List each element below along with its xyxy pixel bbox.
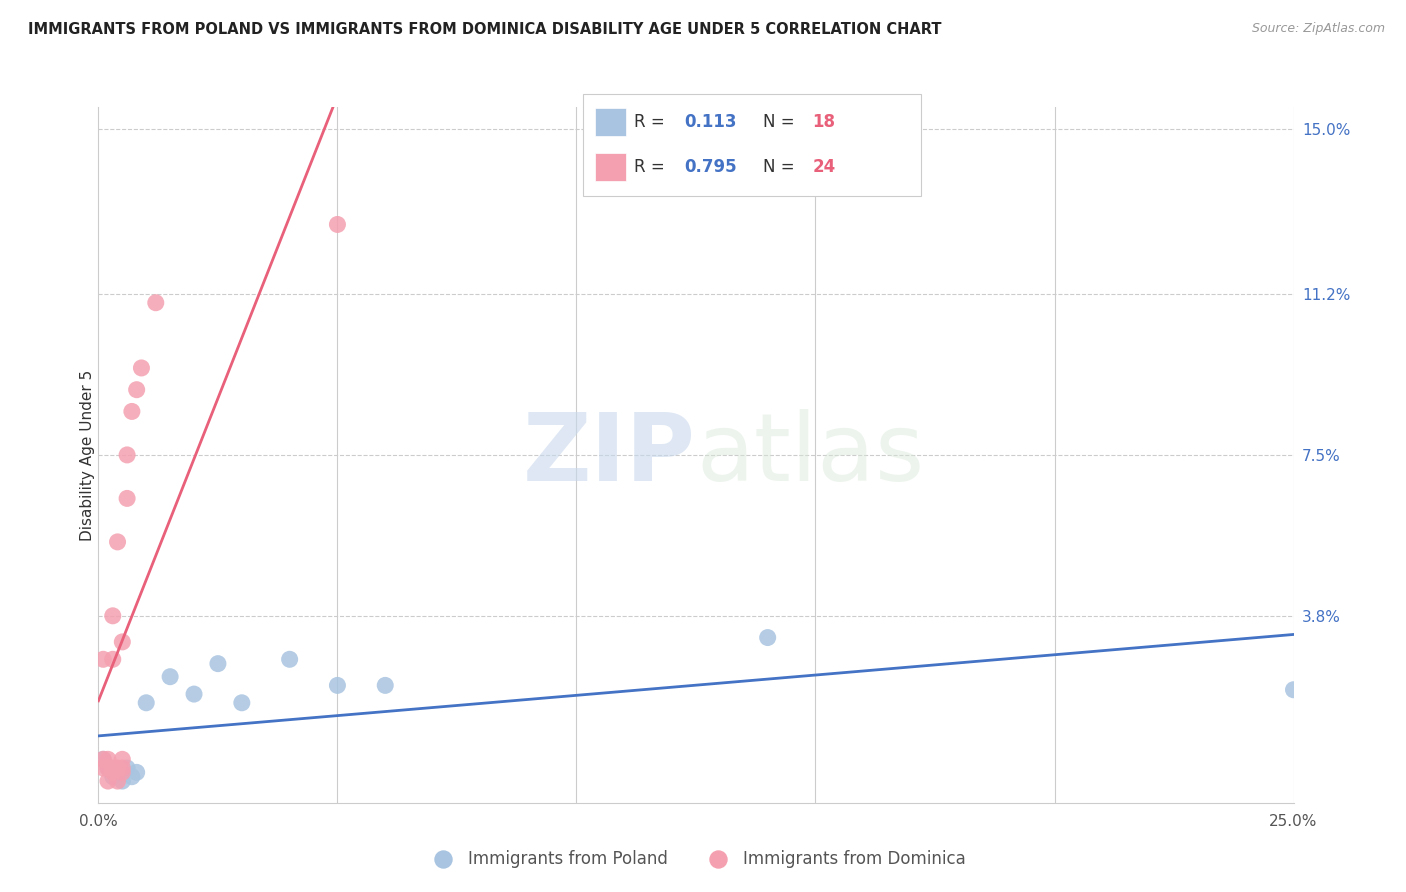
Point [231,696,253,710]
Text: N =: N = [763,113,800,131]
Point [107,534,129,549]
Point [91,652,114,666]
Text: IMMIGRANTS FROM POLAND VS IMMIGRANTS FROM DOMINICA DISABILITY AGE UNDER 5 CORREL: IMMIGRANTS FROM POLAND VS IMMIGRANTS FRO… [28,22,942,37]
Point [101,765,124,780]
Point [115,491,138,506]
Point [159,670,181,684]
Point [145,295,167,310]
Text: R =: R = [634,158,671,176]
Point [97,761,120,775]
Text: 18: 18 [813,113,835,131]
Point [111,761,134,775]
Point [111,774,134,789]
Point [91,761,114,775]
Text: N =: N = [763,158,800,176]
Text: 0.113: 0.113 [685,113,737,131]
Point [278,652,301,666]
Legend: Immigrants from Poland, Immigrants from Dominica: Immigrants from Poland, Immigrants from … [419,843,973,874]
Point [101,608,124,623]
Point [183,687,205,701]
Point [326,678,349,692]
Point [121,404,143,418]
Point [91,752,114,766]
Point [111,765,134,780]
Point [115,448,138,462]
Point [756,631,779,645]
Point [374,678,396,692]
Point [111,752,134,766]
Point [107,765,129,780]
Text: R =: R = [634,113,671,131]
Text: 24: 24 [813,158,837,176]
Point [1282,682,1305,697]
Text: Source: ZipAtlas.com: Source: ZipAtlas.com [1251,22,1385,36]
Y-axis label: Disability Age Under 5: Disability Age Under 5 [80,369,94,541]
Text: ZIP: ZIP [523,409,696,501]
Point [125,765,148,780]
Point [91,752,114,766]
Point [125,383,148,397]
Point [97,752,120,766]
Point [121,770,143,784]
Text: 0.795: 0.795 [685,158,737,176]
Point [207,657,229,671]
Point [101,652,124,666]
Point [107,774,129,789]
Point [107,761,129,775]
Point [97,774,120,789]
Point [131,361,153,376]
Point [326,218,349,232]
Point [101,770,124,784]
Text: atlas: atlas [696,409,924,501]
Point [97,761,120,775]
Point [135,696,157,710]
Point [115,761,138,775]
Point [101,761,124,775]
Point [111,635,134,649]
